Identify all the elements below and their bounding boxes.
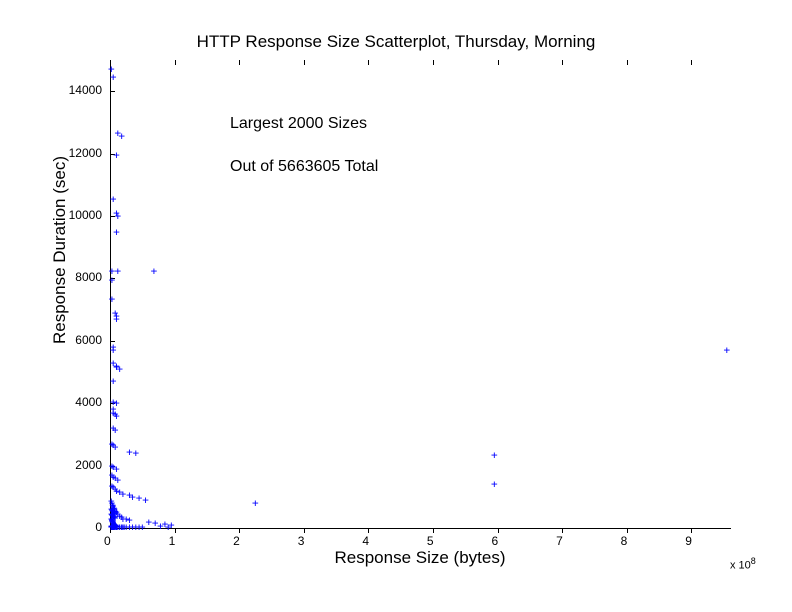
scatter-marker: + — [151, 265, 158, 276]
scatter-marker: + — [252, 498, 259, 509]
scatter-marker: + — [116, 363, 123, 374]
x-tick-label: 3 — [298, 534, 305, 548]
scatter-marker: + — [113, 410, 120, 421]
scatter-marker: + — [491, 479, 498, 490]
scatter-marker: + — [491, 449, 498, 460]
scatter-chart: HTTP Response Size Scatterplot, Thursday… — [0, 0, 792, 612]
x-tick-label: 5 — [427, 534, 434, 548]
chart-title-text: HTTP Response Size Scatterplot, Thursday… — [197, 32, 596, 51]
scatter-marker: + — [114, 211, 121, 222]
x-tick-label: 8 — [621, 534, 628, 548]
y-tick-label: 0 — [95, 520, 102, 534]
scatter-marker: + — [110, 193, 117, 204]
x-tick-label: 9 — [685, 534, 692, 548]
x-exponent-label: x 108 — [730, 556, 756, 572]
scatter-marker: + — [113, 226, 120, 237]
x-exponent-sup: 8 — [751, 556, 756, 566]
x-tick-label: 7 — [556, 534, 563, 548]
chart-annotation: Out of 5663605 Total — [230, 158, 378, 176]
scatter-marker: + — [112, 424, 119, 435]
y-tick-label: 2000 — [75, 458, 102, 472]
y-axis-label-text: Response Duration (sec) — [50, 156, 69, 344]
x-axis-label-text: Response Size (bytes) — [334, 548, 505, 567]
chart-annotation: Largest 2000 Sizes — [230, 115, 367, 133]
y-tick-label: 12000 — [69, 146, 102, 160]
y-tick-label: 4000 — [75, 395, 102, 409]
scatter-marker: + — [118, 131, 125, 142]
scatter-marker: + — [113, 150, 120, 161]
scatter-marker: + — [165, 521, 172, 532]
scatter-marker: + — [121, 522, 128, 533]
y-tick-label: 8000 — [75, 270, 102, 284]
x-tick-label: 4 — [362, 534, 369, 548]
scatter-marker: + — [723, 345, 730, 356]
x-axis-label: Response Size (bytes) — [110, 548, 730, 568]
y-tick-label: 14000 — [69, 83, 102, 97]
x-tick-label: 1 — [169, 534, 176, 548]
y-axis-label: Response Duration (sec) — [50, 140, 70, 360]
x-tick-label: 0 — [104, 534, 111, 548]
scatter-marker: + — [110, 376, 117, 387]
chart-title: HTTP Response Size Scatterplot, Thursday… — [0, 32, 792, 52]
y-tick-label: 10000 — [69, 208, 102, 222]
scatter-marker: + — [110, 345, 117, 356]
y-tick-label: 6000 — [75, 333, 102, 347]
x-exponent-text: x 10 — [730, 560, 751, 572]
scatter-marker: + — [142, 494, 149, 505]
scatter-marker: + — [110, 72, 117, 83]
scatter-marker: + — [109, 293, 116, 304]
scatter-marker: + — [109, 274, 116, 285]
plot-area — [110, 60, 731, 529]
scatter-marker: + — [112, 441, 119, 452]
x-tick-label: 2 — [233, 534, 240, 548]
scatter-marker: + — [133, 448, 140, 459]
scatter-marker: + — [113, 313, 120, 324]
scatter-marker: + — [157, 521, 164, 532]
x-tick-label: 6 — [492, 534, 499, 548]
